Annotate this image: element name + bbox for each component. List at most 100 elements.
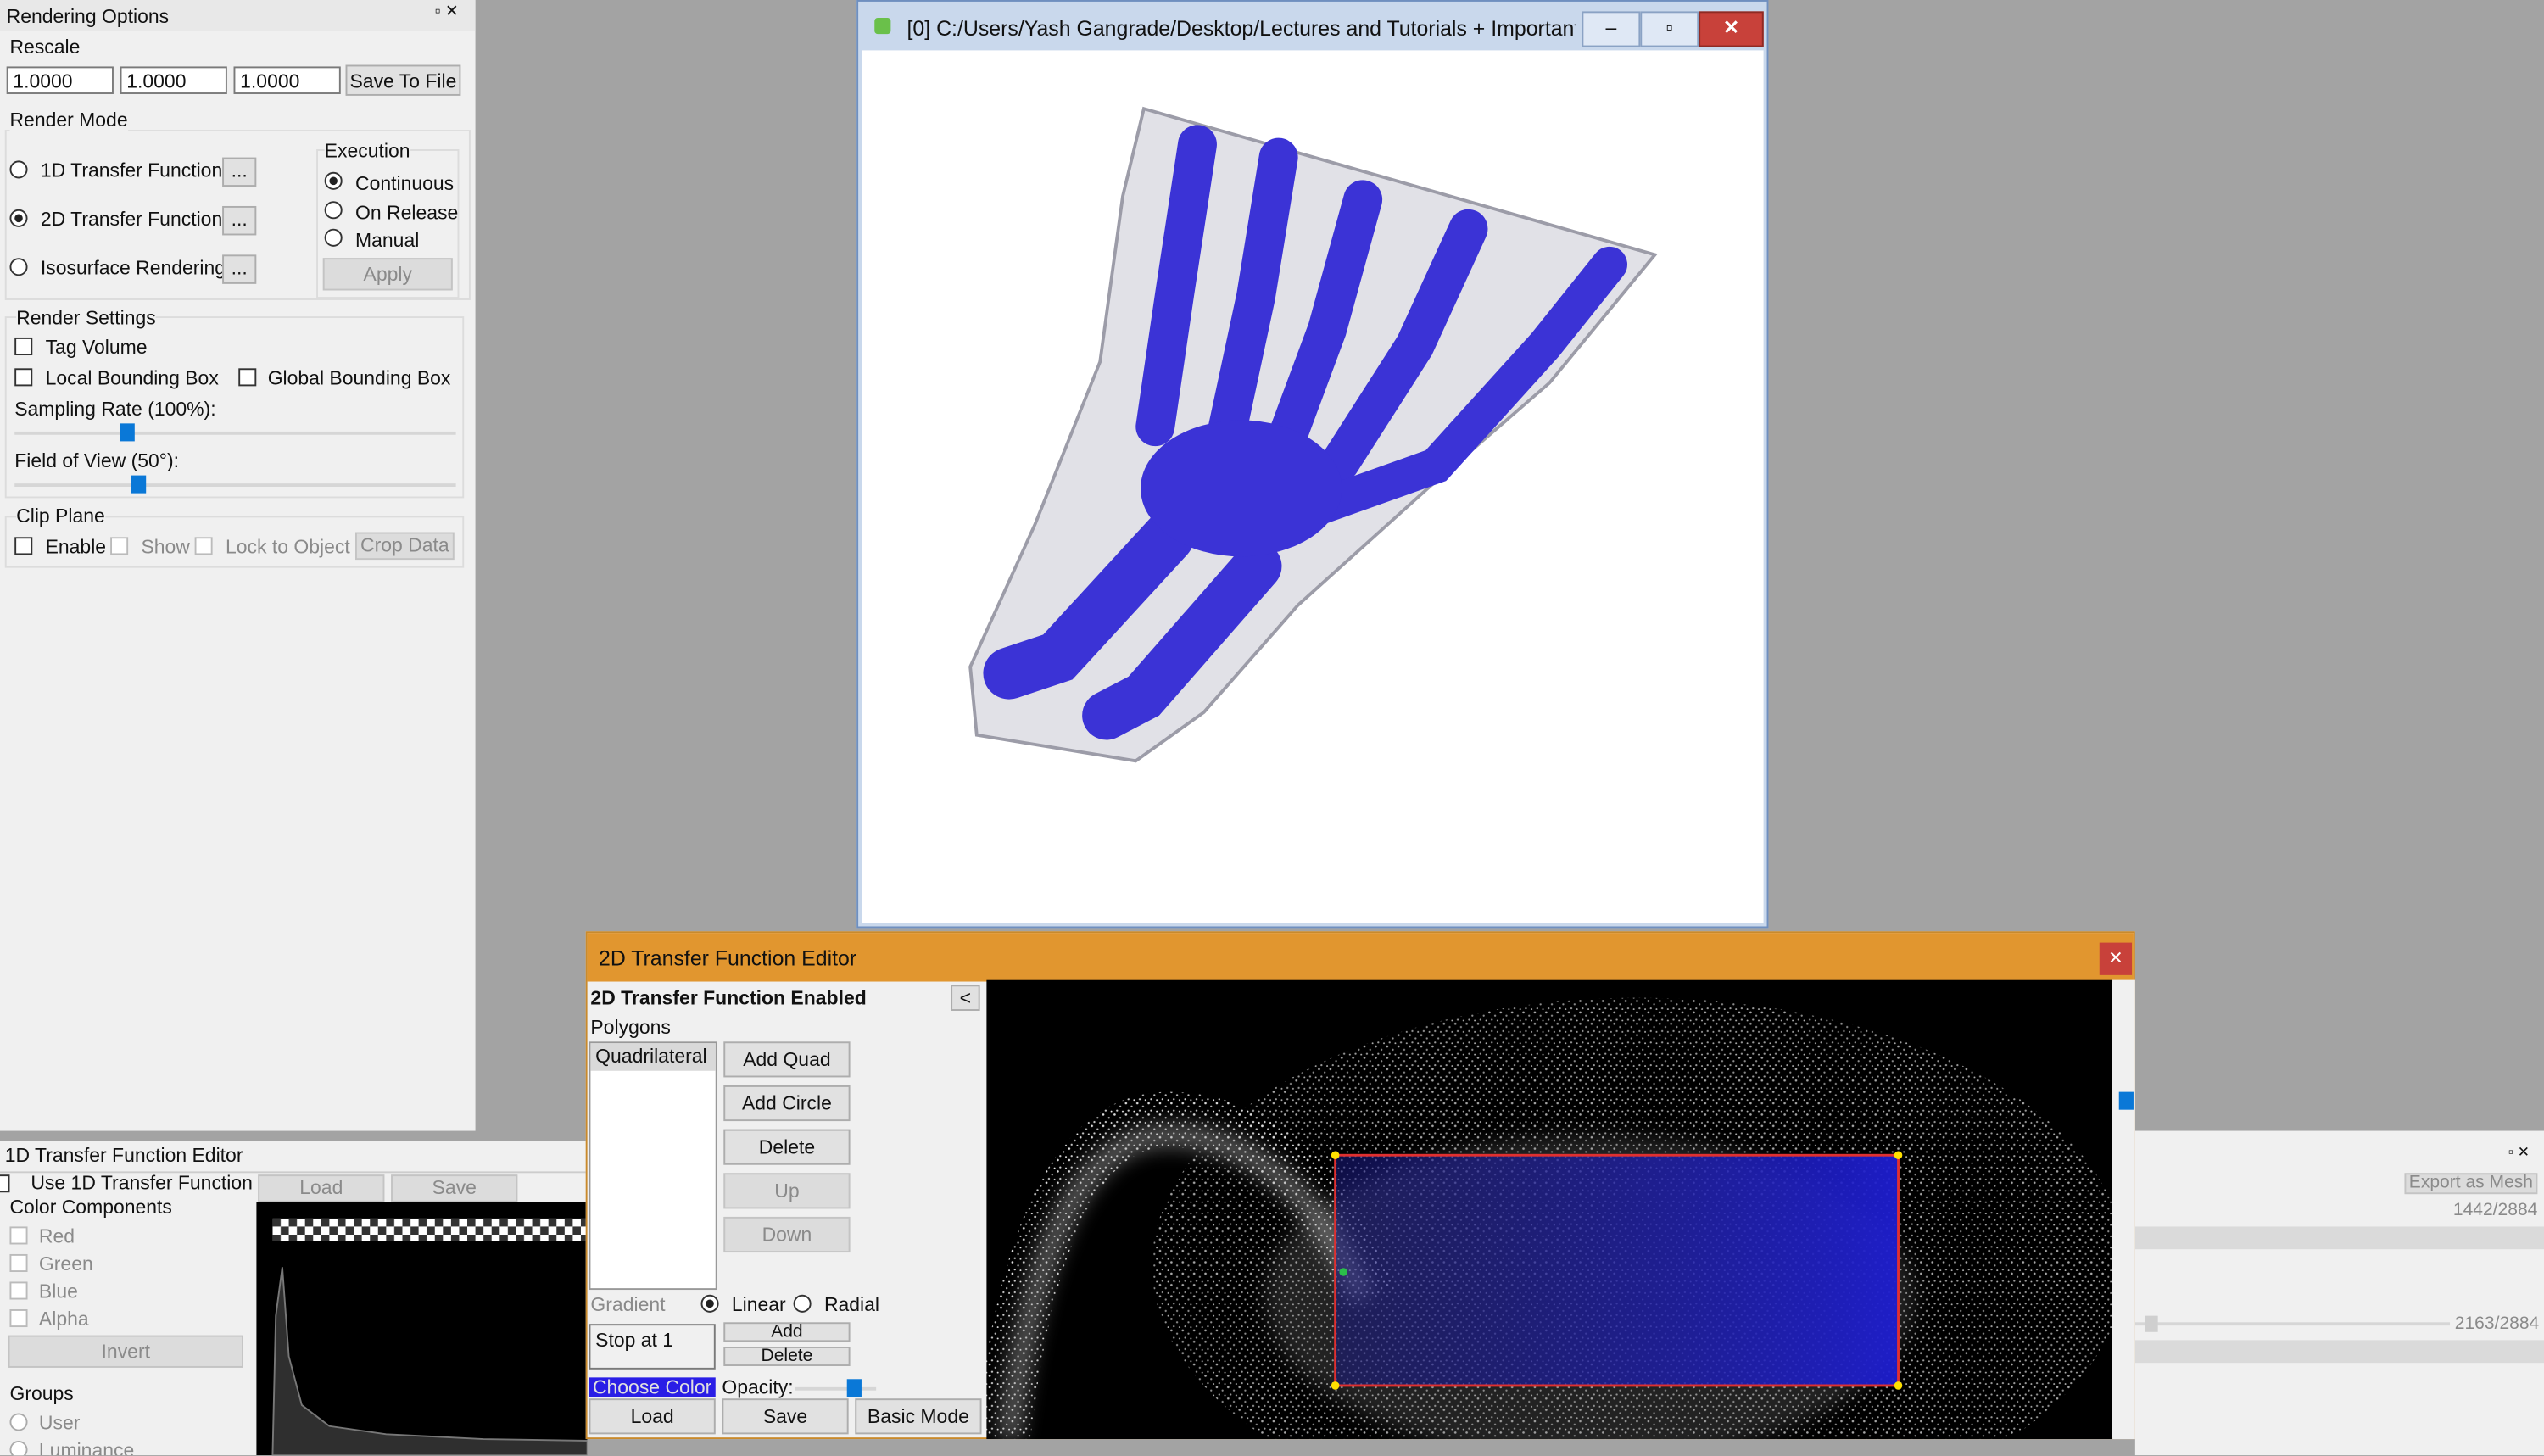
checkbox[interactable]	[0, 1174, 10, 1193]
tf1d-editor: 1D Transfer Function Editor Use 1D Trans…	[0, 1141, 588, 1456]
component-label: Green	[38, 1252, 93, 1275]
execution-radio[interactable]	[324, 228, 343, 247]
checkbox[interactable]	[14, 337, 33, 356]
collapse-button[interactable]: <	[951, 985, 980, 1011]
save-to-file-button[interactable]: Save To File	[345, 64, 461, 96]
histogram-2d	[986, 979, 2113, 1440]
histogram-view	[256, 1202, 588, 1456]
opacity-label: Opacity:	[722, 1375, 794, 1399]
gradient-label: Gradient	[590, 1292, 666, 1316]
more-button[interactable]: ...	[222, 254, 257, 284]
checkbox[interactable]	[194, 537, 213, 555]
rescale-z[interactable]: 1.0000	[233, 66, 341, 94]
down-button[interactable]: Down	[723, 1216, 851, 1253]
scroll-knob[interactable]	[2118, 1091, 2134, 1110]
radius-bone	[983, 510, 1195, 700]
checkbox[interactable]	[9, 1253, 28, 1273]
slider-knob[interactable]	[131, 475, 147, 494]
execution-radio[interactable]	[324, 171, 343, 190]
checkbox-label: Local Bounding Box	[45, 366, 219, 390]
gradient-stop[interactable]	[1339, 1268, 1347, 1276]
group-radio[interactable]	[9, 1413, 28, 1431]
mode-radio[interactable]	[9, 160, 28, 179]
quad-handle[interactable]	[1331, 1151, 1340, 1160]
mode-label: 1D Transfer Function	[40, 159, 223, 182]
execution-radio[interactable]	[324, 201, 343, 220]
component-label: Red	[38, 1224, 75, 1248]
execution-option: Continuous	[355, 171, 455, 195]
transfer-quad[interactable]	[1334, 1153, 1900, 1387]
panel-title: Rendering Options	[6, 4, 170, 28]
checkbox[interactable]	[238, 368, 257, 387]
save-button[interactable]: Save	[722, 1398, 849, 1435]
basic-mode-button[interactable]: Basic Mode	[855, 1398, 982, 1435]
finger-bone	[1207, 137, 1298, 453]
rescale-x[interactable]: 1.0000	[6, 66, 114, 94]
crop-data-button[interactable]: Crop Data	[355, 532, 455, 561]
save-button[interactable]: Save	[391, 1174, 518, 1202]
slider-knob[interactable]	[846, 1379, 862, 1397]
finger-bone	[1265, 180, 1383, 463]
rescale-label: Rescale	[9, 36, 81, 59]
close-button[interactable]: ✕	[2099, 942, 2133, 975]
panel-float[interactable]: ▫ ✕	[2508, 1143, 2530, 1160]
add-stop-button[interactable]: Add	[723, 1322, 851, 1342]
checkbox[interactable]	[9, 1226, 28, 1245]
slider-knob[interactable]	[2145, 1315, 2158, 1332]
more-button[interactable]: ...	[222, 205, 257, 236]
checkbox[interactable]	[9, 1309, 28, 1328]
polygon-list	[589, 1041, 717, 1291]
export-mesh-button[interactable]: Export as Mesh	[2404, 1173, 2538, 1195]
panel-float[interactable]: ▫ ✕	[434, 3, 459, 21]
add-quad-button[interactable]: Add Quad	[723, 1041, 851, 1078]
quad-handle[interactable]	[1894, 1381, 1903, 1390]
window-title: [0] C:/Users/Yash Gangrade/Desktop/Lectu…	[907, 16, 1576, 41]
gradient-radio[interactable]	[700, 1294, 719, 1313]
more-button[interactable]: ...	[222, 157, 257, 187]
load-button[interactable]: Load	[589, 1398, 716, 1435]
checkbox[interactable]	[14, 537, 33, 555]
invert-button[interactable]: Invert	[8, 1335, 243, 1368]
maximize-button[interactable]: ▫	[1640, 11, 1699, 47]
group-radio[interactable]	[9, 1440, 28, 1456]
slider-track	[14, 483, 456, 487]
delete-button[interactable]: Delete	[723, 1129, 851, 1165]
component-label: Alpha	[38, 1308, 89, 1330]
rescale-y[interactable]: 1.0000	[120, 66, 227, 94]
mode-radio[interactable]	[9, 258, 28, 276]
mode-radio[interactable]	[9, 209, 28, 227]
bones	[983, 125, 1628, 740]
component-label: Blue	[38, 1280, 78, 1303]
counter: 2163/2884	[2454, 1314, 2540, 1334]
up-button[interactable]: Up	[723, 1173, 851, 1209]
slider-knob[interactable]	[120, 423, 135, 442]
app-icon	[874, 18, 891, 35]
checkbox[interactable]	[110, 537, 129, 555]
render-mode-label: Render Mode	[9, 109, 128, 131]
section-label: Color Components	[9, 1196, 172, 1219]
checkbox[interactable]	[9, 1281, 28, 1300]
polygon-item[interactable]: Quadrilateral	[590, 1043, 716, 1071]
quad-handle[interactable]	[1894, 1151, 1903, 1160]
carpal-bones	[1141, 420, 1342, 557]
mode-label: Isosurface Rendering	[40, 256, 226, 280]
minimize-button[interactable]: –	[1582, 11, 1641, 47]
scrollbar	[2112, 979, 2135, 1440]
clip-plane-group	[4, 516, 465, 568]
quad-handle[interactable]	[1331, 1381, 1340, 1390]
add-circle-button[interactable]: Add Circle	[723, 1085, 851, 1122]
gradient-radio[interactable]	[793, 1294, 812, 1313]
checkbox-label: Show	[141, 535, 190, 559]
finger-bone	[1135, 125, 1217, 447]
choose-color-button[interactable]: Choose Color	[589, 1377, 716, 1397]
stop-selector[interactable]: Stop at 1	[589, 1324, 716, 1370]
tf2d-title: 2D Transfer Function Editor	[598, 946, 857, 971]
delete-stop-button[interactable]: Delete	[723, 1347, 851, 1366]
execution-label: Execution	[324, 139, 410, 163]
checkbox[interactable]	[14, 368, 33, 387]
close-button[interactable]: ✕	[1699, 11, 1764, 47]
apply-button[interactable]: Apply	[322, 258, 453, 291]
load-button[interactable]: Load	[258, 1174, 385, 1202]
